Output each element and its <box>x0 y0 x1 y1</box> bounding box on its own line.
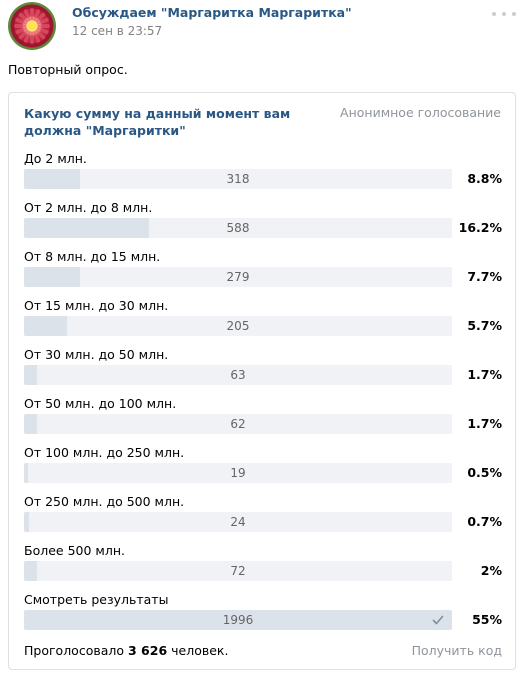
option-count: 24 <box>230 515 246 529</box>
option-percent: 16.2% <box>458 220 502 235</box>
option-label: От 15 млн. до 30 млн. <box>24 298 169 313</box>
option-count: 19 <box>230 466 246 480</box>
post-time[interactable]: 12 сен в 23:57 <box>72 24 163 38</box>
option-label: Более 500 млн. <box>24 543 125 558</box>
poll-option[interactable]: Более 500 млн. 72 2% <box>24 543 502 583</box>
poll-option[interactable]: От 15 млн. до 30 млн. 205 5.7% <box>24 298 502 338</box>
option-percent: 5.7% <box>467 318 502 333</box>
option-percent: 7.7% <box>467 269 502 284</box>
poll-option[interactable]: От 2 млн. до 8 млн. 588 16.2% <box>24 200 502 240</box>
option-label: От 250 млн. до 500 млн. <box>24 494 185 509</box>
option-fill <box>24 463 28 483</box>
option-percent: 0.7% <box>467 514 502 529</box>
option-percent: 55% <box>472 612 502 627</box>
option-percent: 0.5% <box>467 465 502 480</box>
more-dots-icon[interactable] <box>492 10 516 18</box>
option-count: 72 <box>230 564 246 578</box>
option-label: От 30 млн. до 50 млн. <box>24 347 169 362</box>
option-bar[interactable]: 1996 <box>24 610 452 630</box>
option-fill <box>24 169 81 189</box>
poll-option[interactable]: От 100 млн. до 250 млн. 19 0.5% <box>24 445 502 485</box>
option-bar[interactable]: 24 <box>24 512 452 532</box>
option-count: 1996 <box>222 613 254 627</box>
poll-footer: Проголосовало 3 626 человек. Получить ко… <box>24 643 502 661</box>
voted-suffix: человек. <box>167 643 229 658</box>
option-count: 588 <box>226 221 250 235</box>
post-text: Повторный опрос. <box>8 62 128 77</box>
option-label: От 8 млн. до 15 млн. <box>24 249 161 264</box>
option-bar[interactable]: 72 <box>24 561 452 581</box>
poll-option[interactable]: От 30 млн. до 50 млн. 63 1.7% <box>24 347 502 387</box>
voted-count: 3 626 <box>128 643 168 658</box>
option-percent: 8.8% <box>467 171 502 186</box>
poll-option[interactable]: До 2 млн. 318 8.8% <box>24 151 502 191</box>
option-count: 318 <box>226 172 250 186</box>
option-label: Смотреть результаты <box>24 592 169 607</box>
check-icon <box>432 615 444 625</box>
option-label: От 100 млн. до 250 млн. <box>24 445 185 460</box>
poll: Какую сумму на данный момент вам должна … <box>8 92 516 670</box>
option-count: 62 <box>230 417 246 431</box>
option-fill <box>24 512 30 532</box>
poll-type: Анонимное голосование <box>340 105 501 120</box>
option-label: До 2 млн. <box>24 151 87 166</box>
option-count: 279 <box>226 270 250 284</box>
option-bar[interactable]: 279 <box>24 267 452 287</box>
poll-question: Какую сумму на данный момент вам должна … <box>24 106 291 138</box>
option-label: От 2 млн. до 8 млн. <box>24 200 153 215</box>
option-percent: 2% <box>480 563 502 578</box>
option-bar[interactable]: 63 <box>24 365 452 385</box>
option-count: 205 <box>226 319 250 333</box>
option-fill <box>24 218 149 238</box>
option-bar[interactable]: 19 <box>24 463 452 483</box>
option-count: 63 <box>230 368 246 382</box>
option-bar[interactable]: 588 <box>24 218 452 238</box>
avatar-petal <box>30 8 34 22</box>
option-fill <box>24 316 68 336</box>
option-percent: 1.7% <box>467 367 502 382</box>
option-bar[interactable]: 318 <box>24 169 452 189</box>
option-percent: 1.7% <box>467 416 502 431</box>
option-fill <box>24 267 81 287</box>
poll-option[interactable]: От 8 млн. до 15 млн. 279 7.7% <box>24 249 502 289</box>
poll-option-selected[interactable]: Смотреть результаты 1996 55% <box>24 592 502 632</box>
option-fill <box>24 610 452 630</box>
poll-option[interactable]: От 250 млн. до 500 млн. 24 0.7% <box>24 494 502 534</box>
voted-prefix: Проголосовало <box>24 643 128 658</box>
avatar[interactable] <box>8 2 56 50</box>
option-label: От 50 млн. до 100 млн. <box>24 396 177 411</box>
option-bar[interactable]: 62 <box>24 414 452 434</box>
get-code-link[interactable]: Получить код <box>411 643 502 658</box>
poll-option[interactable]: От 50 млн. до 100 млн. 62 1.7% <box>24 396 502 436</box>
option-bar[interactable]: 205 <box>24 316 452 336</box>
post-author[interactable]: Обсуждаем "Маргаритка Маргаритка" <box>72 5 352 20</box>
voted-summary: Проголосовало 3 626 человек. <box>24 643 228 658</box>
option-fill <box>24 561 38 581</box>
post-header: Обсуждаем "Маргаритка Маргаритка" 12 сен… <box>8 2 520 50</box>
option-fill <box>24 365 38 385</box>
option-fill <box>24 414 38 434</box>
